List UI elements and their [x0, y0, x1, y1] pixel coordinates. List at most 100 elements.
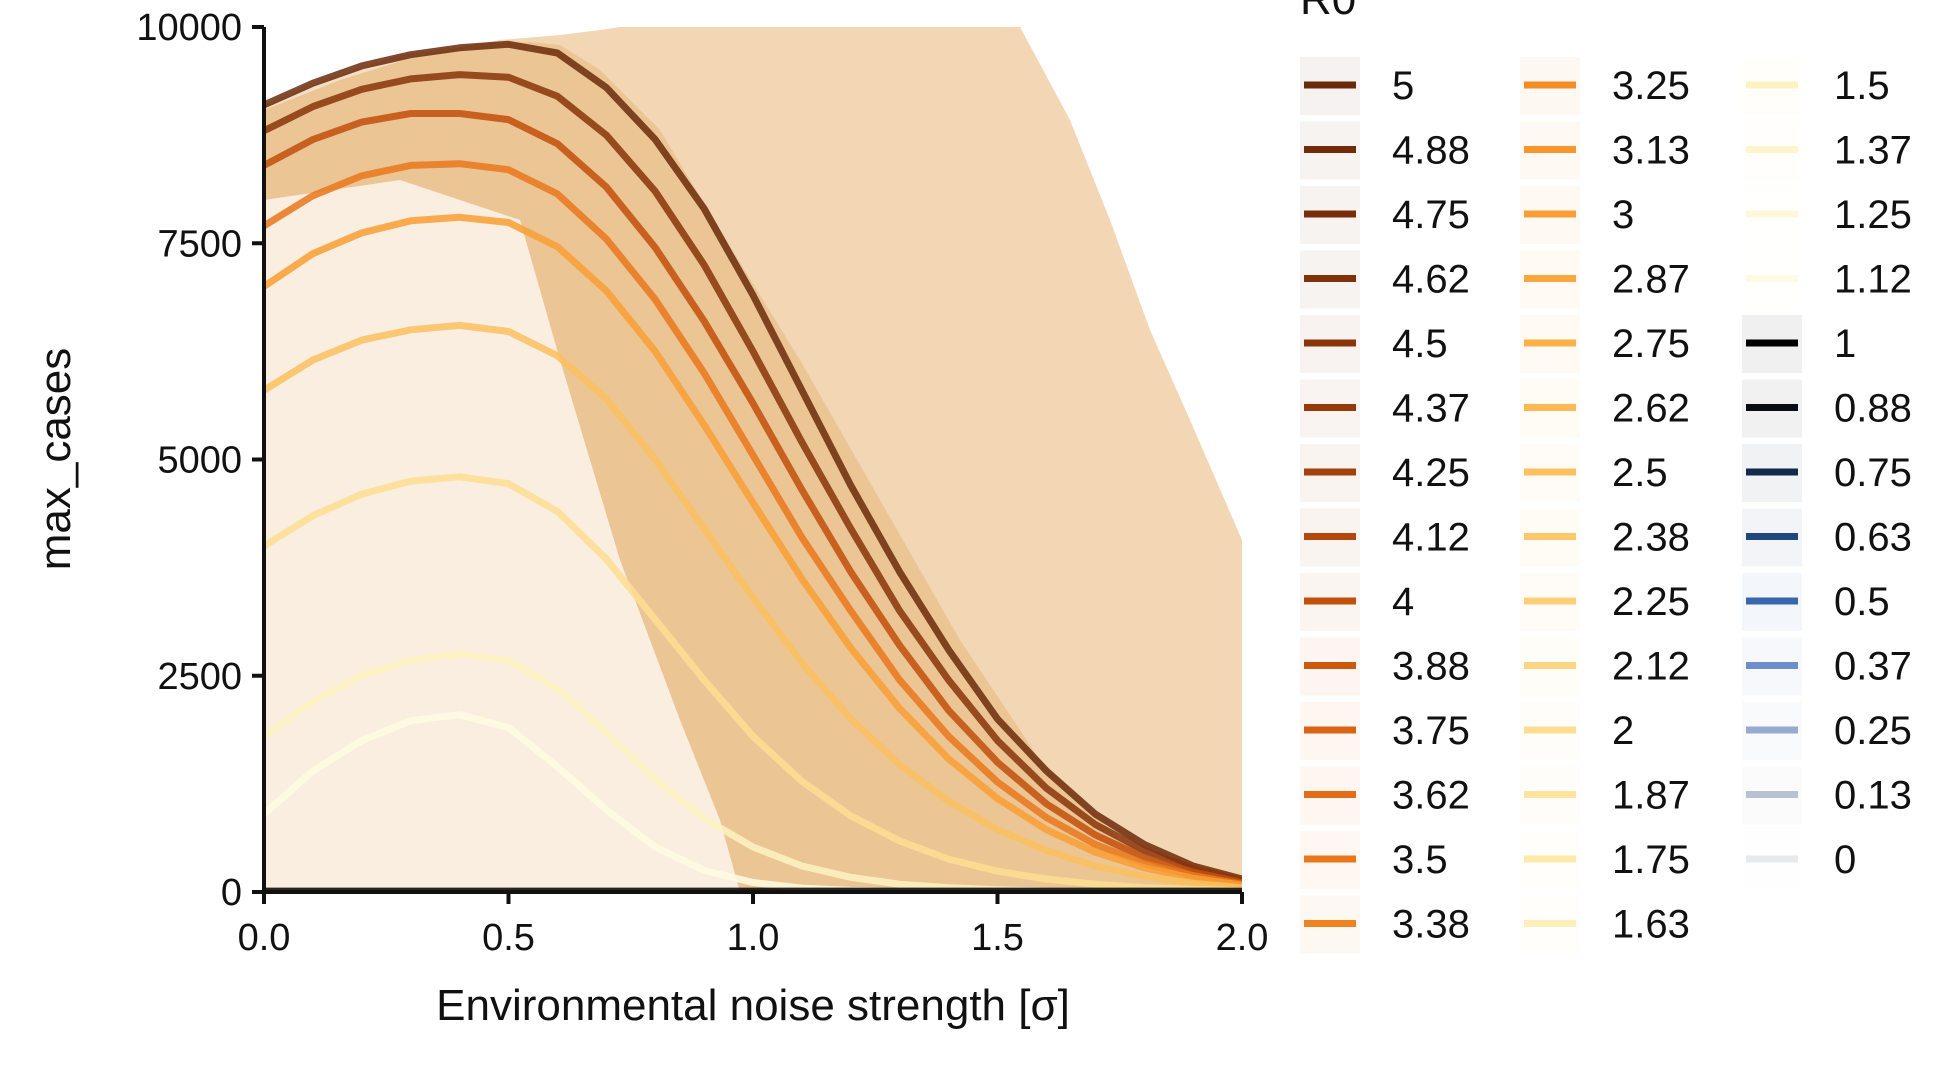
x-tick-label: 1.5	[971, 917, 1024, 959]
legend-entry: 0.88	[1742, 379, 1912, 438]
white-fade	[264, 180, 740, 892]
legend-entry: 4.25	[1300, 444, 1470, 502]
legend-entry: 2.62	[1520, 379, 1690, 438]
legend-label: 4.25	[1392, 451, 1470, 495]
legend-entry: 2.25	[1520, 573, 1690, 631]
legend-label: 0.13	[1834, 774, 1912, 818]
legend-entry: 4.37	[1300, 379, 1470, 438]
legend-entry: 3.13	[1520, 121, 1690, 180]
legend-entry: 2.38	[1520, 508, 1690, 567]
legend-entry: 0.25	[1742, 702, 1912, 760]
legend-entry: 4.62	[1300, 250, 1470, 309]
legend-entry: 1.37	[1742, 121, 1912, 180]
legend-label: 0.63	[1834, 516, 1912, 560]
legend-entry: 5	[1300, 57, 1414, 115]
legend-label: 4.88	[1392, 129, 1470, 173]
legend-label: 3.38	[1392, 903, 1470, 947]
series-line-2	[264, 473, 1242, 892]
legend-entry: 2.12	[1520, 637, 1690, 696]
legend-label: 1.25	[1834, 193, 1912, 237]
y-axis-label: max_cases	[31, 348, 80, 571]
legend-entry: 3	[1520, 186, 1634, 244]
legend-label: 3.75	[1392, 709, 1470, 753]
legend-label: 1	[1834, 322, 1856, 366]
legend-label: 2.5	[1612, 451, 1668, 495]
legend-entry: 4.12	[1300, 508, 1470, 567]
legend-entry: 0.13	[1742, 766, 1912, 825]
legend-label: 1.63	[1612, 903, 1690, 947]
legend-label: 0.88	[1834, 387, 1912, 431]
legend-entry: 0.75	[1742, 444, 1912, 502]
legend-entry: 0	[1742, 831, 1856, 889]
legend-label: 3.88	[1392, 645, 1470, 689]
legend-label: 2.12	[1612, 645, 1690, 689]
legend-entry: 3.38	[1300, 895, 1470, 954]
legend-entry: 4.75	[1300, 186, 1470, 244]
series-line-5	[264, 40, 1242, 883]
legend-label: 1.37	[1834, 129, 1912, 173]
series-line-4	[264, 110, 1242, 886]
legend-entry: 3.5	[1300, 831, 1448, 889]
x-tick-label: 2.0	[1216, 917, 1269, 959]
legend-entry: 2	[1520, 702, 1634, 760]
x-tick-label: 1.0	[727, 917, 780, 959]
x-tick-label: 0.0	[238, 917, 291, 959]
legend: R0 5 4.88 4.75 4.62 4.5 4.37 4.25 4.12 4 3.88 3.75…	[1300, 0, 1912, 954]
legend-label: 3.5	[1392, 838, 1448, 882]
legend-entry: 0.5	[1742, 573, 1890, 631]
legend-entry: 1.25	[1742, 186, 1912, 244]
legend-label: 3	[1612, 193, 1634, 237]
legend-label: 4.37	[1392, 387, 1470, 431]
legend-label: 4.62	[1392, 258, 1470, 302]
legend-entry: 0.63	[1742, 508, 1912, 567]
legend-entry: 3.75	[1300, 702, 1470, 760]
series-line-3-5	[264, 160, 1242, 888]
legend-entry: 0.37	[1742, 637, 1912, 696]
legend-label: 2.62	[1612, 387, 1690, 431]
legend-label: 2	[1612, 709, 1634, 753]
axes: 0.0 0.5 1.0 1.5 2.0 0 2500 5000 7500 10000 Envir…	[31, 7, 1268, 1030]
legend-title: R0	[1300, 0, 1356, 24]
legend-label: 2.38	[1612, 516, 1690, 560]
legend-entry: 2.5	[1520, 444, 1668, 502]
legend-label: 2.25	[1612, 580, 1690, 624]
legend-label: 0.75	[1834, 451, 1912, 495]
series-line-4-5	[264, 71, 1242, 885]
legend-label: 0.37	[1834, 645, 1912, 689]
legend-label: 2.87	[1612, 258, 1690, 302]
legend-entry: 1.75	[1520, 831, 1690, 889]
legend-entry: 4.5	[1300, 315, 1448, 373]
y-tick-label: 5000	[157, 440, 242, 482]
legend-label: 3.13	[1612, 129, 1690, 173]
legend-entry: 1	[1742, 315, 1856, 373]
x-axis-label: Environmental noise strength [σ]	[436, 981, 1070, 1030]
legend-entry: 3.25	[1520, 57, 1690, 115]
legend-entry: 2.75	[1520, 315, 1690, 373]
legend-entry: 4	[1300, 573, 1414, 631]
legend-label: 5	[1392, 64, 1414, 108]
y-tick-label: 0	[221, 872, 242, 914]
legend-label: 2.75	[1612, 322, 1690, 366]
y-tick-label: 2500	[157, 656, 242, 698]
legend-label: 4.75	[1392, 193, 1470, 237]
legend-label: 4	[1392, 580, 1414, 624]
legend-label: 1.87	[1612, 774, 1690, 818]
series-line-1-12	[264, 711, 1242, 892]
series-line-3	[264, 213, 1242, 889]
plot-area	[264, 27, 1242, 892]
x-tick-label: 0.5	[482, 917, 535, 959]
series-line-2-5	[264, 321, 1242, 892]
legend-label: 3.25	[1612, 64, 1690, 108]
legend-entry: 4.88	[1300, 121, 1470, 180]
legend-entry: 3.62	[1300, 766, 1470, 825]
legend-label: 0	[1834, 838, 1856, 882]
legend-entry: 1.5	[1742, 57, 1890, 115]
legend-label: 0.25	[1834, 709, 1912, 753]
legend-label: 1.75	[1612, 838, 1690, 882]
legend-label: 0.5	[1834, 580, 1890, 624]
legend-entry: 1.12	[1742, 250, 1912, 309]
legend-entry: 3.88	[1300, 637, 1470, 696]
y-tick-label: 10000	[136, 7, 242, 49]
legend-label: 4.5	[1392, 322, 1448, 366]
legend-label: 4.12	[1392, 516, 1470, 560]
